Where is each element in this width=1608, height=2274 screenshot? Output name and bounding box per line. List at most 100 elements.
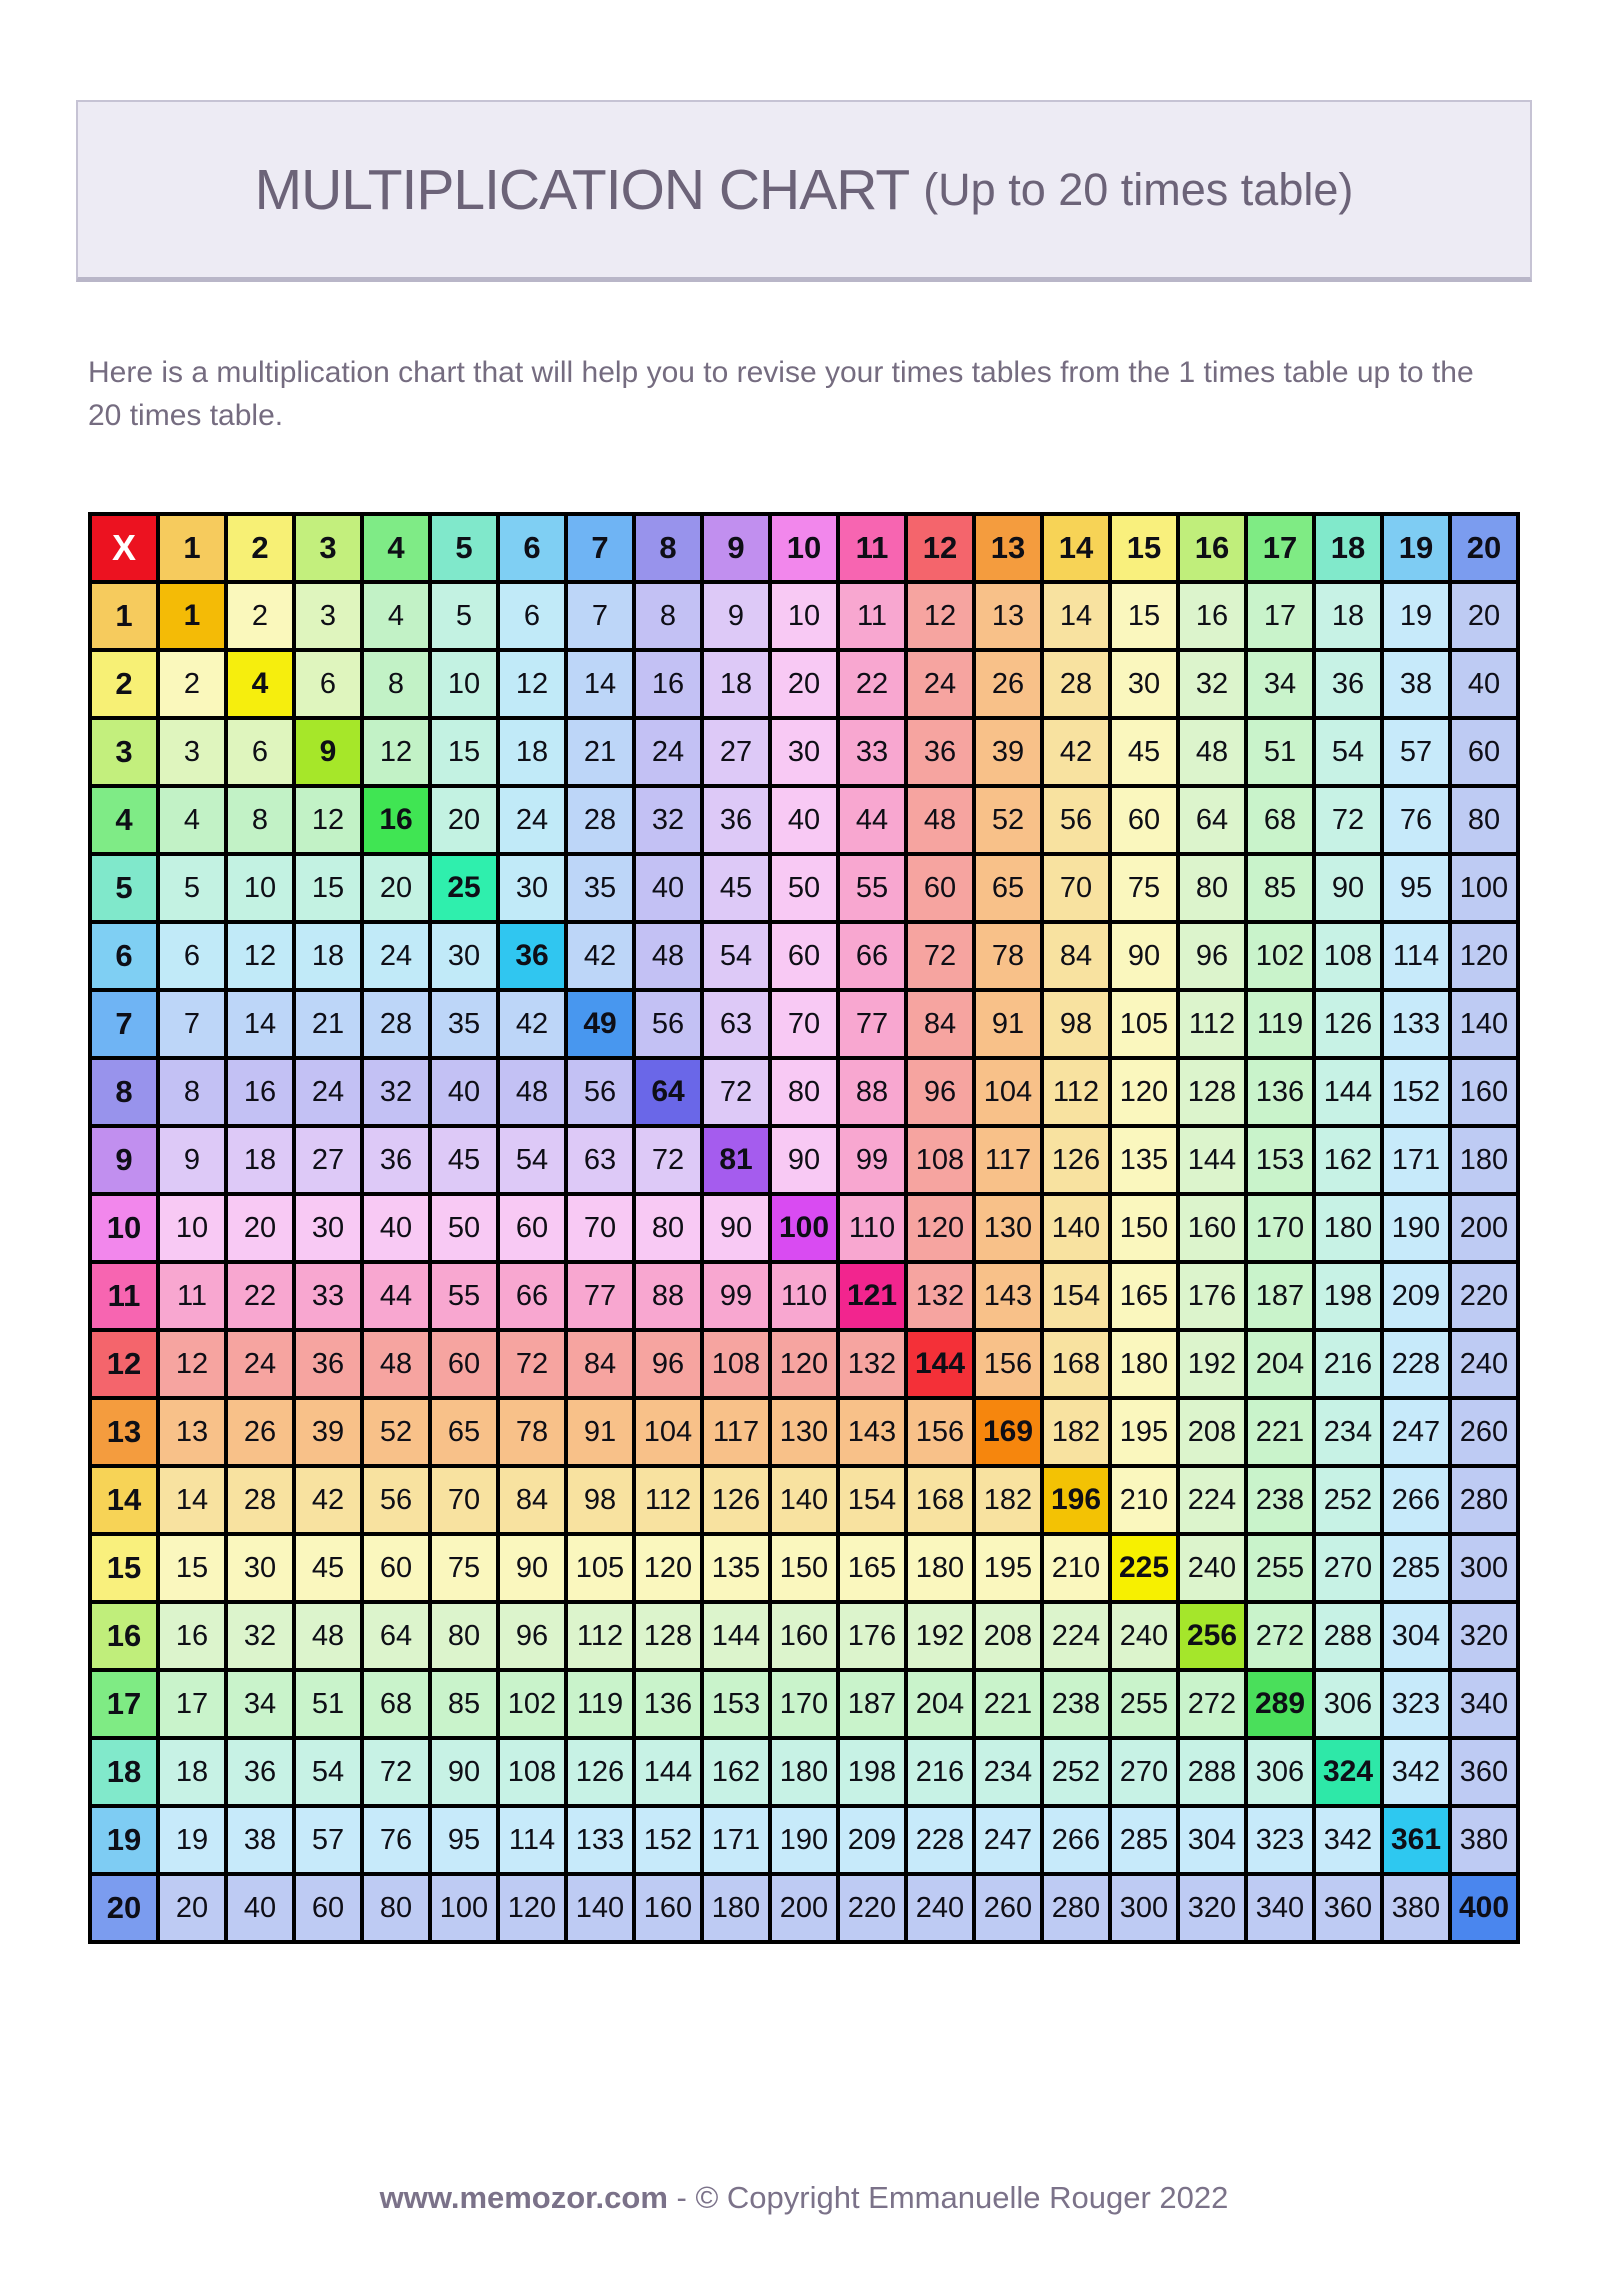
product-cell: 100 bbox=[428, 1872, 500, 1944]
product-cell: 60 bbox=[496, 1192, 568, 1264]
product-cell: 24 bbox=[632, 716, 704, 788]
product-cell: 22 bbox=[224, 1260, 296, 1332]
product-cell: 12 bbox=[360, 716, 432, 788]
product-cell: 28 bbox=[360, 988, 432, 1060]
product-cell: 85 bbox=[1244, 852, 1316, 924]
product-cell: 45 bbox=[292, 1532, 364, 1604]
product-cell: 24 bbox=[496, 784, 568, 856]
product-cell: 210 bbox=[1108, 1464, 1180, 1536]
product-cell: 221 bbox=[1244, 1396, 1316, 1468]
product-cell: 44 bbox=[836, 784, 908, 856]
product-cell: 266 bbox=[1380, 1464, 1452, 1536]
product-cell: 90 bbox=[428, 1736, 500, 1808]
product-cell: 77 bbox=[836, 988, 908, 1060]
product-cell: 90 bbox=[1108, 920, 1180, 992]
product-cell: 224 bbox=[1040, 1600, 1112, 1672]
product-cell: 19 bbox=[156, 1804, 228, 1876]
diagonal-square-cell: 400 bbox=[1448, 1872, 1520, 1944]
product-cell: 84 bbox=[904, 988, 976, 1060]
product-cell: 60 bbox=[360, 1532, 432, 1604]
product-cell: 80 bbox=[632, 1192, 704, 1264]
diagonal-square-cell: 121 bbox=[836, 1260, 908, 1332]
row-header-cell: 7 bbox=[88, 988, 160, 1060]
column-header-cell: 20 bbox=[1448, 512, 1520, 584]
product-cell: 36 bbox=[904, 716, 976, 788]
product-cell: 144 bbox=[700, 1600, 772, 1672]
product-cell: 228 bbox=[1380, 1328, 1452, 1400]
product-cell: 187 bbox=[1244, 1260, 1316, 1332]
row-header-cell: 19 bbox=[88, 1804, 160, 1876]
product-cell: 57 bbox=[1380, 716, 1452, 788]
product-cell: 24 bbox=[904, 648, 976, 720]
product-cell: 304 bbox=[1380, 1600, 1452, 1672]
product-cell: 208 bbox=[1176, 1396, 1248, 1468]
product-cell: 48 bbox=[292, 1600, 364, 1672]
product-cell: 70 bbox=[768, 988, 840, 1060]
product-cell: 112 bbox=[632, 1464, 704, 1536]
diagonal-square-cell: 144 bbox=[904, 1328, 976, 1400]
row-header-cell: 20 bbox=[88, 1872, 160, 1944]
product-cell: 60 bbox=[1108, 784, 1180, 856]
product-cell: 108 bbox=[904, 1124, 976, 1196]
product-cell: 114 bbox=[496, 1804, 568, 1876]
diagonal-square-cell: 16 bbox=[360, 784, 432, 856]
row-header-cell: 12 bbox=[88, 1328, 160, 1400]
product-cell: 144 bbox=[1312, 1056, 1384, 1128]
product-cell: 171 bbox=[1380, 1124, 1452, 1196]
site-link[interactable]: www.memozor.com bbox=[379, 2180, 668, 2215]
product-cell: 15 bbox=[1108, 580, 1180, 652]
product-cell: 105 bbox=[1108, 988, 1180, 1060]
product-cell: 380 bbox=[1380, 1872, 1452, 1944]
product-cell: 64 bbox=[360, 1600, 432, 1672]
product-cell: 117 bbox=[972, 1124, 1044, 1196]
product-cell: 6 bbox=[292, 648, 364, 720]
product-cell: 88 bbox=[632, 1260, 704, 1332]
product-cell: 117 bbox=[700, 1396, 772, 1468]
product-cell: 120 bbox=[768, 1328, 840, 1400]
product-cell: 30 bbox=[768, 716, 840, 788]
product-cell: 323 bbox=[1380, 1668, 1452, 1740]
product-cell: 182 bbox=[972, 1464, 1044, 1536]
product-cell: 63 bbox=[564, 1124, 636, 1196]
product-cell: 15 bbox=[428, 716, 500, 788]
product-cell: 2 bbox=[156, 648, 228, 720]
product-cell: 200 bbox=[1448, 1192, 1520, 1264]
product-cell: 84 bbox=[496, 1464, 568, 1536]
product-cell: 39 bbox=[292, 1396, 364, 1468]
product-cell: 21 bbox=[564, 716, 636, 788]
product-cell: 36 bbox=[292, 1328, 364, 1400]
product-cell: 342 bbox=[1380, 1736, 1452, 1808]
product-cell: 160 bbox=[1448, 1056, 1520, 1128]
product-cell: 8 bbox=[224, 784, 296, 856]
product-cell: 18 bbox=[700, 648, 772, 720]
product-cell: 64 bbox=[1176, 784, 1248, 856]
row-header-cell: 18 bbox=[88, 1736, 160, 1808]
product-cell: 22 bbox=[836, 648, 908, 720]
product-cell: 128 bbox=[632, 1600, 704, 1672]
product-cell: 114 bbox=[1380, 920, 1452, 992]
product-cell: 36 bbox=[224, 1736, 296, 1808]
product-cell: 57 bbox=[292, 1804, 364, 1876]
product-cell: 5 bbox=[156, 852, 228, 924]
product-cell: 119 bbox=[564, 1668, 636, 1740]
product-cell: 10 bbox=[768, 580, 840, 652]
product-cell: 60 bbox=[904, 852, 976, 924]
product-cell: 99 bbox=[700, 1260, 772, 1332]
diagonal-square-cell: 196 bbox=[1040, 1464, 1112, 1536]
diagonal-square-cell: 289 bbox=[1244, 1668, 1316, 1740]
product-cell: 33 bbox=[292, 1260, 364, 1332]
product-cell: 78 bbox=[496, 1396, 568, 1468]
product-cell: 18 bbox=[1312, 580, 1384, 652]
row-header-cell: 4 bbox=[88, 784, 160, 856]
product-cell: 2 bbox=[224, 580, 296, 652]
product-cell: 28 bbox=[564, 784, 636, 856]
product-cell: 135 bbox=[1108, 1124, 1180, 1196]
product-cell: 17 bbox=[156, 1668, 228, 1740]
product-cell: 10 bbox=[156, 1192, 228, 1264]
product-cell: 154 bbox=[836, 1464, 908, 1536]
product-cell: 24 bbox=[224, 1328, 296, 1400]
product-cell: 40 bbox=[428, 1056, 500, 1128]
product-cell: 135 bbox=[700, 1532, 772, 1604]
product-cell: 240 bbox=[1448, 1328, 1520, 1400]
product-cell: 260 bbox=[972, 1872, 1044, 1944]
